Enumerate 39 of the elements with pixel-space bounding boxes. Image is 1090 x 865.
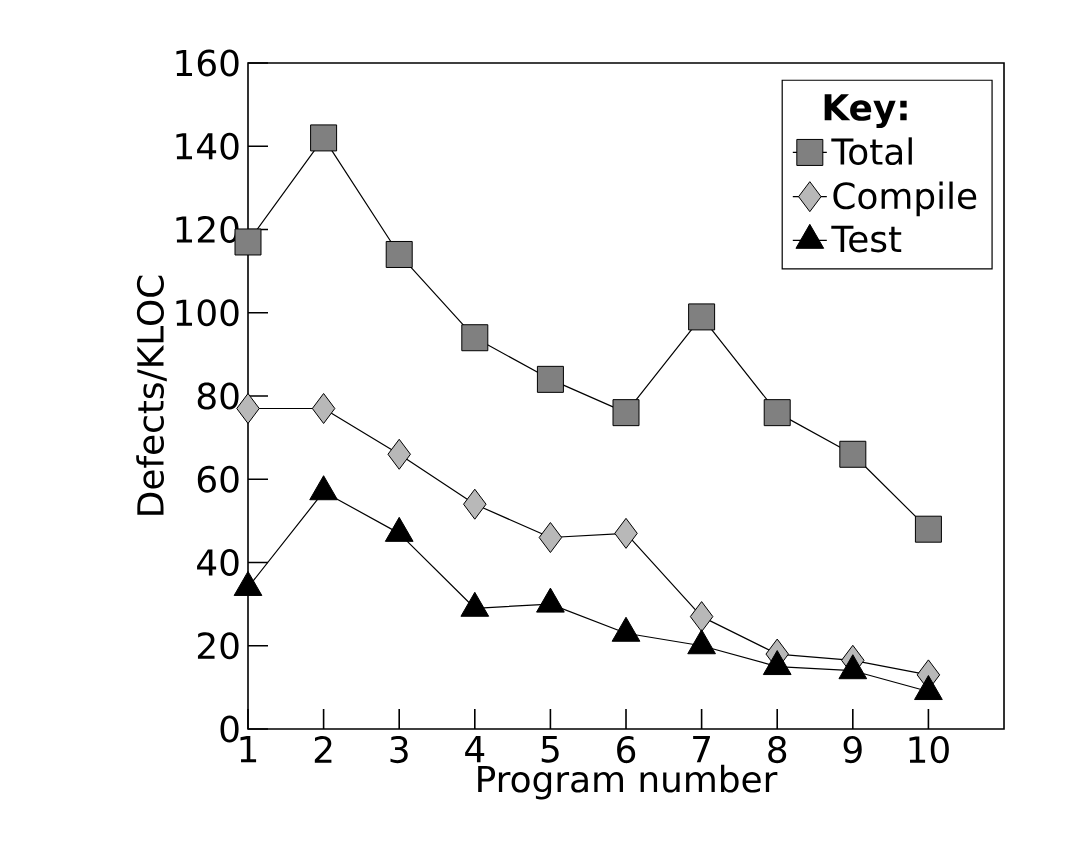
x-tick-label: 8 bbox=[768, 736, 787, 764]
point bbox=[914, 515, 942, 543]
y-axis-title: Defects/KLOC bbox=[136, 275, 167, 515]
point bbox=[614, 517, 638, 549]
point bbox=[688, 303, 716, 331]
point bbox=[311, 392, 336, 424]
y-tick-label: 60 bbox=[197, 465, 239, 493]
x-tick-label: 6 bbox=[617, 736, 636, 764]
point bbox=[538, 522, 563, 554]
point bbox=[387, 438, 411, 470]
y-tick-label: 100 bbox=[176, 299, 239, 327]
point bbox=[612, 399, 640, 427]
y-tick-label: 0 bbox=[220, 715, 239, 743]
y-tick-label: 80 bbox=[197, 382, 239, 410]
legend-title: Key: bbox=[824, 94, 907, 129]
y-tick-label: 140 bbox=[176, 132, 239, 160]
x-tick-label: 10 bbox=[909, 736, 949, 764]
point bbox=[461, 324, 489, 352]
x-tick-label: 2 bbox=[314, 736, 332, 763]
x-tick-label: 1 bbox=[240, 736, 257, 763]
point bbox=[310, 124, 338, 152]
point bbox=[763, 399, 791, 427]
x-tick-label: 9 bbox=[843, 736, 862, 764]
x-tick-label: 7 bbox=[693, 736, 710, 763]
y-tick-label: 40 bbox=[197, 548, 239, 577]
point bbox=[463, 488, 487, 520]
x-tick-label: 5 bbox=[541, 736, 559, 763]
y-tick-label: 20 bbox=[197, 632, 239, 660]
point bbox=[839, 440, 867, 468]
x-axis-title: Program number bbox=[478, 764, 778, 800]
legend-label: Total bbox=[831, 137, 912, 166]
point bbox=[536, 365, 564, 393]
legend-label: Compile bbox=[833, 181, 977, 217]
point bbox=[385, 240, 413, 268]
y-tick-label: 160 bbox=[176, 49, 239, 77]
point bbox=[689, 601, 714, 633]
x-tick-label: 4 bbox=[465, 736, 485, 763]
legend-label: Test bbox=[831, 225, 902, 253]
x-tick-label: 3 bbox=[390, 736, 408, 764]
